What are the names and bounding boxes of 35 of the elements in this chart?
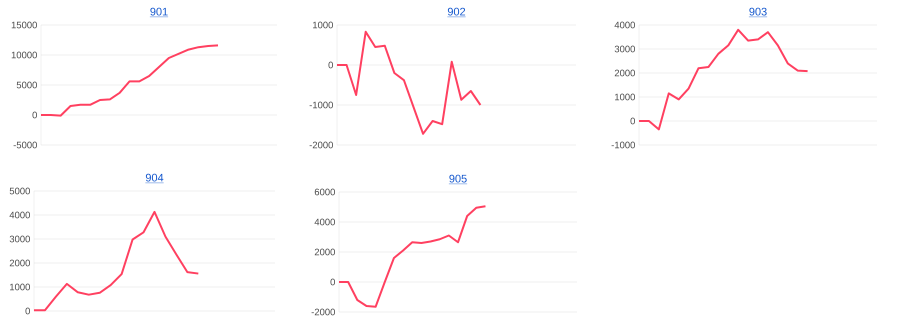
y-tick-label: -5000 xyxy=(14,142,37,148)
y-tick-label: 2000 xyxy=(10,260,30,266)
line-series xyxy=(33,210,200,312)
line-series xyxy=(336,30,482,135)
y-tick-label: 4000 xyxy=(314,218,335,226)
y-tick-label: 0 xyxy=(32,112,37,118)
y-tick-label: -1000 xyxy=(310,102,333,108)
y-tick-label: -1000 xyxy=(612,142,635,148)
line-series xyxy=(338,205,486,308)
y-tick-label: 3000 xyxy=(10,236,30,242)
chart-title: 901 xyxy=(150,8,168,16)
chart-title: 904 xyxy=(146,174,164,182)
line-series xyxy=(638,28,809,130)
y-tick-label: 2000 xyxy=(614,70,635,76)
y-tick-label: 5000 xyxy=(10,188,30,194)
y-tick-label: -2000 xyxy=(312,308,335,316)
chart-title: 902 xyxy=(448,8,466,16)
y-tick-label: 0 xyxy=(330,278,335,286)
y-tick-label: 1000 xyxy=(10,284,30,290)
y-tick-label: 15000 xyxy=(12,22,37,28)
y-tick-label: -2000 xyxy=(310,142,333,148)
y-tick-label: 1000 xyxy=(615,94,635,100)
y-tick-label: 4000 xyxy=(614,22,635,28)
chart-title: 905 xyxy=(449,174,467,183)
y-tick-label: 5000 xyxy=(16,82,37,88)
y-tick-label: 3000 xyxy=(614,46,635,52)
y-tick-label: 6000 xyxy=(314,188,335,196)
y-tick-label: 0 xyxy=(328,62,333,68)
y-tick-label: 2000 xyxy=(314,248,335,256)
y-tick-label: 0 xyxy=(25,308,30,314)
y-tick-label: 10000 xyxy=(12,52,37,58)
y-tick-label: 4000 xyxy=(10,212,30,218)
chart-title: 903 xyxy=(749,8,767,16)
y-tick-label: 1000 xyxy=(313,22,333,28)
y-tick-label: 0 xyxy=(630,118,635,124)
